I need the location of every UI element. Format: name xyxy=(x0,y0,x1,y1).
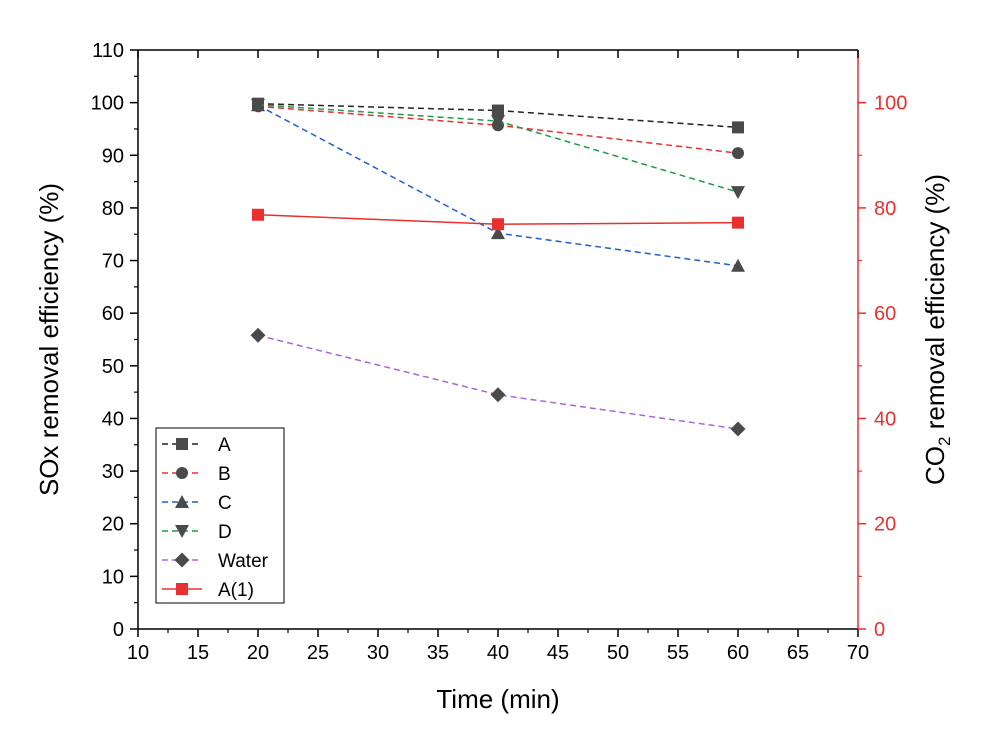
data-point xyxy=(491,115,505,129)
series-a1 xyxy=(252,208,744,231)
legend-label: D xyxy=(218,522,232,543)
x-tick-label: 25 xyxy=(307,642,329,664)
data-point xyxy=(250,327,266,343)
legend-label: B xyxy=(218,464,231,485)
series-d xyxy=(251,98,745,200)
y2-axis-title-suffix: removal efficiency (%) xyxy=(920,174,950,437)
x-tick-label: 50 xyxy=(607,642,629,664)
x-tick-label: 70 xyxy=(847,642,869,664)
y-tick-label: 10 xyxy=(102,566,124,588)
series-line xyxy=(257,334,739,430)
data-point xyxy=(730,421,746,437)
data-point xyxy=(251,98,265,112)
y2-axis-title-prefix: CO xyxy=(920,446,950,485)
x-tick-label: 45 xyxy=(547,642,569,664)
series-c xyxy=(251,98,745,272)
y-tick-label: 0 xyxy=(113,619,124,641)
x-tick-label: 35 xyxy=(427,642,449,664)
x-tick-label: 55 xyxy=(667,642,689,664)
legend-marker xyxy=(176,438,188,450)
y2-tick-label: 80 xyxy=(874,198,896,220)
y-tick-label: 80 xyxy=(102,198,124,220)
x-axis-title: Time (min) xyxy=(436,684,559,714)
y2-tick-label: 100 xyxy=(874,93,907,115)
data-point xyxy=(731,186,745,200)
y-tick-label: 110 xyxy=(92,40,124,62)
y-tick-label: 90 xyxy=(102,145,124,167)
data-point xyxy=(252,208,264,221)
y-tick-label: 60 xyxy=(102,303,124,325)
y-tick-label: 30 xyxy=(102,461,124,483)
x-tick-label: 60 xyxy=(727,642,749,664)
data-point xyxy=(732,147,744,160)
y-tick-label: 20 xyxy=(102,514,124,536)
legend-marker xyxy=(175,495,189,508)
legend-label: C xyxy=(218,493,232,514)
y2-tick-label: 60 xyxy=(874,303,896,325)
legend-label: A(1) xyxy=(218,580,254,601)
data-point xyxy=(492,218,504,231)
y2-tick-label: 20 xyxy=(874,514,896,536)
series-water xyxy=(250,327,746,437)
x-tick-label: 40 xyxy=(487,642,509,664)
y-tick-label: 50 xyxy=(102,356,124,378)
legend-marker xyxy=(175,525,189,538)
x-tick-label: 65 xyxy=(787,642,809,664)
legend-marker xyxy=(174,552,190,568)
x-tick-label: 15 xyxy=(187,642,209,664)
x-tick-label: 20 xyxy=(247,642,269,664)
data-point xyxy=(731,258,745,272)
data-point xyxy=(732,121,744,134)
y2-tick-label: 40 xyxy=(874,408,896,430)
y-tick-label: 100 xyxy=(91,93,124,115)
legend-marker xyxy=(176,583,188,595)
x-tick-label: 30 xyxy=(367,642,389,664)
data-point xyxy=(491,226,505,240)
y-tick-label: 70 xyxy=(102,251,124,273)
legend-marker xyxy=(176,467,188,479)
legend-label: Water xyxy=(218,551,269,572)
y-tick-label: 40 xyxy=(102,408,124,430)
y-axis-title: SOx removal efficiency (%) xyxy=(34,183,64,496)
data-point xyxy=(732,216,744,229)
legend-box xyxy=(155,427,285,604)
data-point xyxy=(490,387,506,403)
x-tick-label: 10 xyxy=(127,642,149,664)
y2-axis-title: CO2 removal efficiency (%) xyxy=(920,174,954,485)
y2-tick-label: 0 xyxy=(874,619,885,641)
y2-axis-title-subscript: 2 xyxy=(935,437,954,446)
legend-label: A xyxy=(218,435,231,456)
data-point xyxy=(492,104,504,117)
